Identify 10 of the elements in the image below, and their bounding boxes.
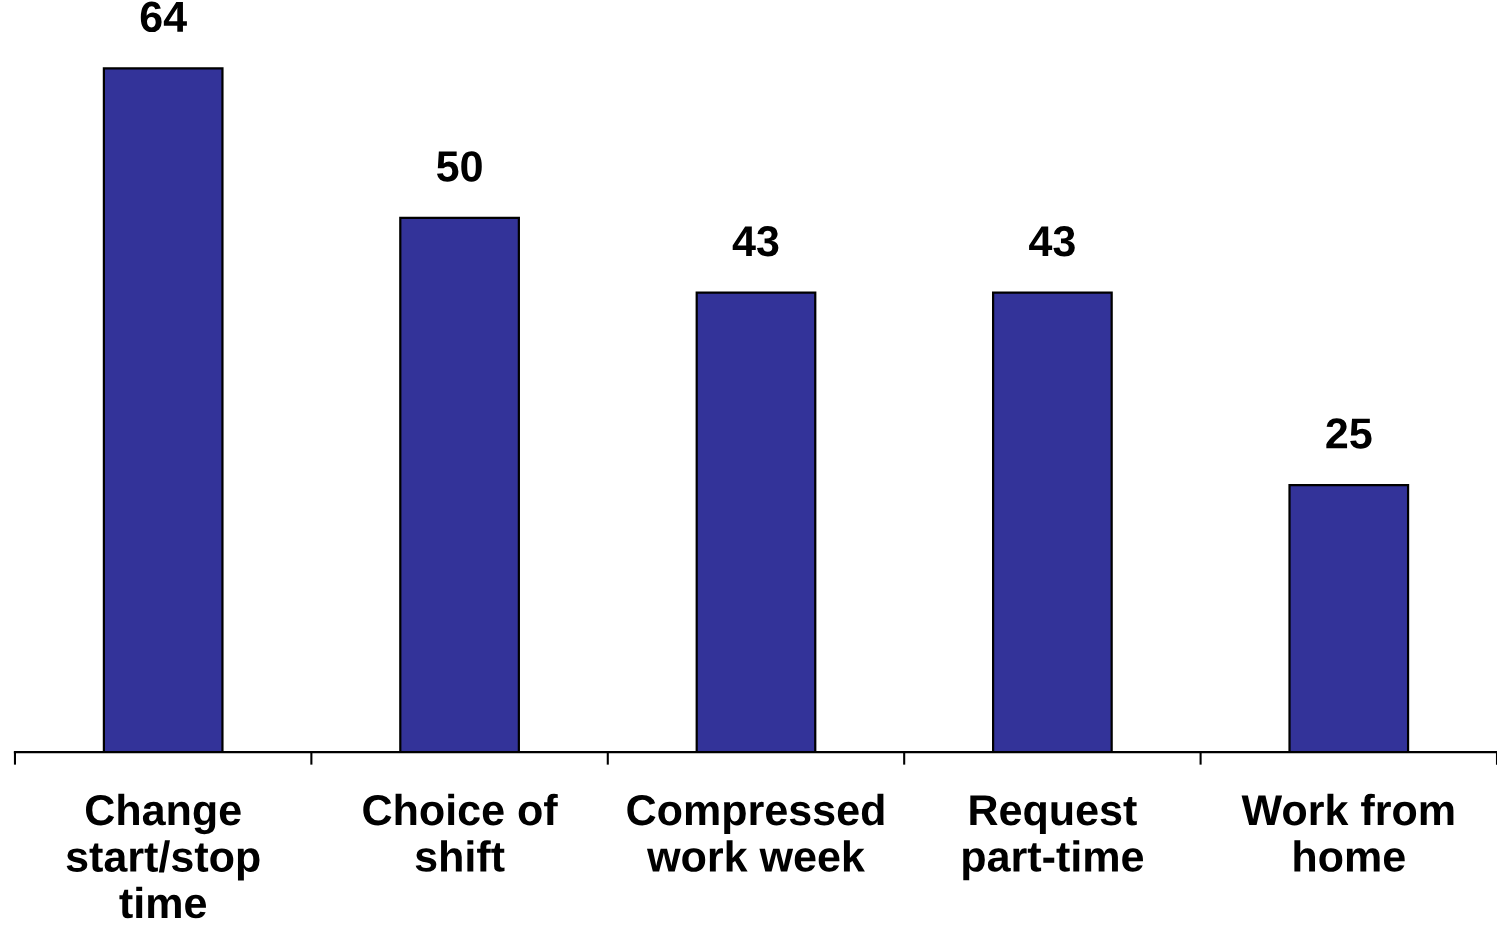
data-label: 43: [1029, 225, 1075, 257]
data-label: 43: [732, 225, 779, 257]
x-tick-label: Change start/stop time: [66, 793, 260, 919]
x-tick-label: Request part-time: [963, 795, 1144, 881]
x-tick-label: Choice of shift: [363, 793, 558, 872]
data-label: 25: [1326, 418, 1372, 449]
x-tick-label: Work from home: [1241, 793, 1454, 872]
x-tick-label: Compressed work week: [627, 793, 884, 872]
data-label: 64: [140, 1, 187, 33]
data-label: 50: [436, 151, 482, 182]
